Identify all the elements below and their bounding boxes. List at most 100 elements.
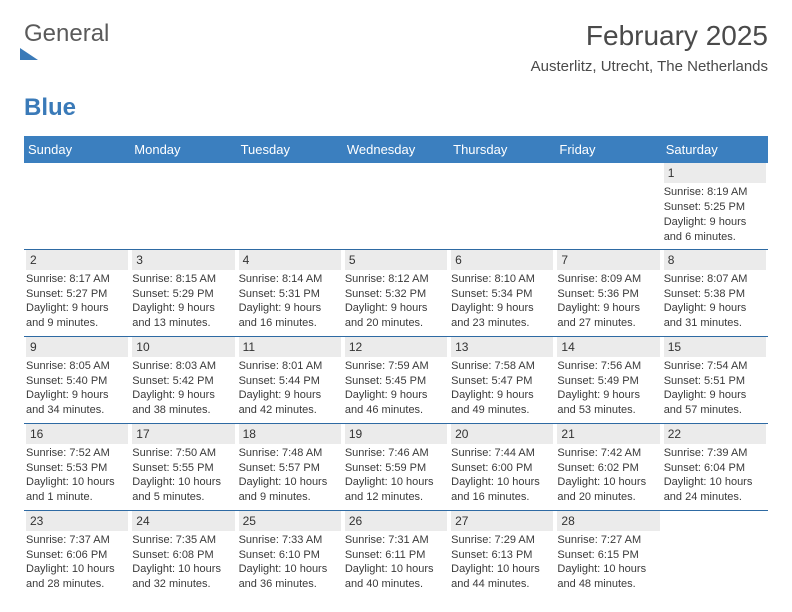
day-number: 6 <box>451 250 553 270</box>
day-number: 17 <box>132 424 234 444</box>
weekday-tuesday: Tuesday <box>237 136 343 163</box>
day-number: 18 <box>239 424 341 444</box>
day-sunset: Sunset: 5:34 PM <box>451 287 553 302</box>
location-subtitle: Austerlitz, Utrecht, The Netherlands <box>531 58 768 75</box>
day-daylight2: and 12 minutes. <box>345 490 447 505</box>
day-daylight1: Daylight: 9 hours <box>132 388 234 403</box>
day-daylight2: and 9 minutes. <box>26 316 128 331</box>
day-sunrise: Sunrise: 7:44 AM <box>451 446 553 461</box>
day-cell: 1Sunrise: 8:19 AMSunset: 5:25 PMDaylight… <box>662 163 768 249</box>
day-daylight1: Daylight: 9 hours <box>664 388 766 403</box>
weekday-wednesday: Wednesday <box>343 136 449 163</box>
day-sunset: Sunset: 5:36 PM <box>557 287 659 302</box>
day-sunset: Sunset: 6:06 PM <box>26 548 128 563</box>
day-sunrise: Sunrise: 7:52 AM <box>26 446 128 461</box>
day-daylight1: Daylight: 10 hours <box>26 475 128 490</box>
day-daylight1: Daylight: 10 hours <box>451 475 553 490</box>
day-daylight1: Daylight: 9 hours <box>557 388 659 403</box>
day-sunset: Sunset: 5:38 PM <box>664 287 766 302</box>
day-daylight2: and 20 minutes. <box>345 316 447 331</box>
day-daylight1: Daylight: 9 hours <box>345 301 447 316</box>
day-cell: 26Sunrise: 7:31 AMSunset: 6:11 PMDayligh… <box>343 511 449 597</box>
day-daylight2: and 13 minutes. <box>132 316 234 331</box>
day-daylight2: and 40 minutes. <box>345 577 447 592</box>
day-cell <box>555 163 661 249</box>
day-cell: 12Sunrise: 7:59 AMSunset: 5:45 PMDayligh… <box>343 337 449 423</box>
day-daylight2: and 28 minutes. <box>26 577 128 592</box>
day-cell: 14Sunrise: 7:56 AMSunset: 5:49 PMDayligh… <box>555 337 661 423</box>
day-sunrise: Sunrise: 7:27 AM <box>557 533 659 548</box>
weekday-friday: Friday <box>555 136 661 163</box>
day-daylight1: Daylight: 10 hours <box>132 475 234 490</box>
week-row: 2Sunrise: 8:17 AMSunset: 5:27 PMDaylight… <box>24 250 768 337</box>
day-number: 7 <box>557 250 659 270</box>
day-daylight1: Daylight: 9 hours <box>26 388 128 403</box>
day-sunrise: Sunrise: 8:15 AM <box>132 272 234 287</box>
day-sunset: Sunset: 6:02 PM <box>557 461 659 476</box>
day-sunset: Sunset: 6:15 PM <box>557 548 659 563</box>
day-daylight2: and 36 minutes. <box>239 577 341 592</box>
page-header: General Blue February 2025 Austerlitz, U… <box>24 20 768 122</box>
day-cell: 5Sunrise: 8:12 AMSunset: 5:32 PMDaylight… <box>343 250 449 336</box>
day-daylight1: Daylight: 9 hours <box>451 301 553 316</box>
day-cell: 16Sunrise: 7:52 AMSunset: 5:53 PMDayligh… <box>24 424 130 510</box>
day-daylight1: Daylight: 9 hours <box>557 301 659 316</box>
weekday-monday: Monday <box>130 136 236 163</box>
day-daylight1: Daylight: 10 hours <box>26 562 128 577</box>
day-sunset: Sunset: 5:40 PM <box>26 374 128 389</box>
day-number: 13 <box>451 337 553 357</box>
day-sunrise: Sunrise: 7:33 AM <box>239 533 341 548</box>
day-number: 12 <box>345 337 447 357</box>
day-sunrise: Sunrise: 8:09 AM <box>557 272 659 287</box>
week-row: 16Sunrise: 7:52 AMSunset: 5:53 PMDayligh… <box>24 424 768 511</box>
month-title: February 2025 <box>531 20 768 52</box>
day-sunset: Sunset: 5:53 PM <box>26 461 128 476</box>
day-daylight2: and 53 minutes. <box>557 403 659 418</box>
day-sunrise: Sunrise: 7:42 AM <box>557 446 659 461</box>
day-daylight2: and 32 minutes. <box>132 577 234 592</box>
calendar: SundayMondayTuesdayWednesdayThursdayFrid… <box>24 136 768 597</box>
day-cell: 21Sunrise: 7:42 AMSunset: 6:02 PMDayligh… <box>555 424 661 510</box>
day-cell: 8Sunrise: 8:07 AMSunset: 5:38 PMDaylight… <box>662 250 768 336</box>
day-sunrise: Sunrise: 8:07 AM <box>664 272 766 287</box>
day-daylight1: Daylight: 10 hours <box>239 475 341 490</box>
weekday-saturday: Saturday <box>662 136 768 163</box>
day-sunrise: Sunrise: 7:46 AM <box>345 446 447 461</box>
day-sunset: Sunset: 6:08 PM <box>132 548 234 563</box>
day-number: 25 <box>239 511 341 531</box>
day-sunrise: Sunrise: 8:14 AM <box>239 272 341 287</box>
day-cell: 18Sunrise: 7:48 AMSunset: 5:57 PMDayligh… <box>237 424 343 510</box>
day-daylight1: Daylight: 10 hours <box>239 562 341 577</box>
day-cell: 4Sunrise: 8:14 AMSunset: 5:31 PMDaylight… <box>237 250 343 336</box>
day-daylight1: Daylight: 10 hours <box>132 562 234 577</box>
day-cell: 3Sunrise: 8:15 AMSunset: 5:29 PMDaylight… <box>130 250 236 336</box>
day-number: 21 <box>557 424 659 444</box>
day-sunset: Sunset: 5:51 PM <box>664 374 766 389</box>
day-sunrise: Sunrise: 8:03 AM <box>132 359 234 374</box>
day-cell: 9Sunrise: 8:05 AMSunset: 5:40 PMDaylight… <box>24 337 130 423</box>
weeks-container: 1Sunrise: 8:19 AMSunset: 5:25 PMDaylight… <box>24 163 768 597</box>
logo-word-1: General <box>24 20 109 47</box>
day-daylight1: Daylight: 9 hours <box>664 301 766 316</box>
day-cell: 23Sunrise: 7:37 AMSunset: 6:06 PMDayligh… <box>24 511 130 597</box>
day-number: 27 <box>451 511 553 531</box>
day-cell: 2Sunrise: 8:17 AMSunset: 5:27 PMDaylight… <box>24 250 130 336</box>
day-sunrise: Sunrise: 7:54 AM <box>664 359 766 374</box>
day-daylight2: and 6 minutes. <box>664 230 766 245</box>
day-daylight2: and 42 minutes. <box>239 403 341 418</box>
day-daylight2: and 46 minutes. <box>345 403 447 418</box>
day-daylight1: Daylight: 10 hours <box>557 562 659 577</box>
day-sunset: Sunset: 5:27 PM <box>26 287 128 302</box>
day-cell: 11Sunrise: 8:01 AMSunset: 5:44 PMDayligh… <box>237 337 343 423</box>
day-sunrise: Sunrise: 8:05 AM <box>26 359 128 374</box>
logo-word-2: Blue <box>24 94 76 121</box>
day-sunrise: Sunrise: 7:31 AM <box>345 533 447 548</box>
day-sunset: Sunset: 5:45 PM <box>345 374 447 389</box>
day-cell: 10Sunrise: 8:03 AMSunset: 5:42 PMDayligh… <box>130 337 236 423</box>
day-daylight2: and 34 minutes. <box>26 403 128 418</box>
day-cell: 17Sunrise: 7:50 AMSunset: 5:55 PMDayligh… <box>130 424 236 510</box>
day-daylight2: and 16 minutes. <box>451 490 553 505</box>
day-number: 23 <box>26 511 128 531</box>
day-cell: 27Sunrise: 7:29 AMSunset: 6:13 PMDayligh… <box>449 511 555 597</box>
day-daylight2: and 5 minutes. <box>132 490 234 505</box>
